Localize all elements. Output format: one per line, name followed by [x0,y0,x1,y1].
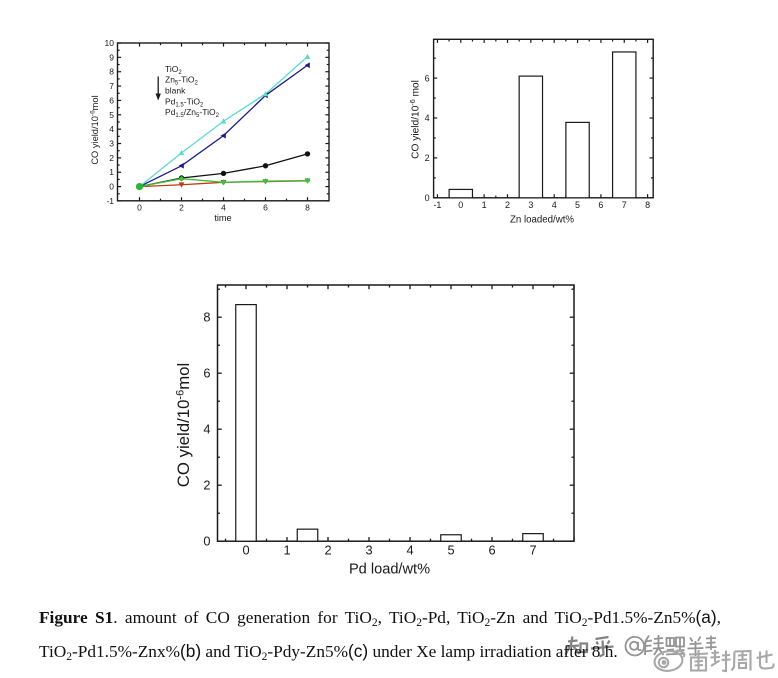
svg-text:Zn5-TiO2: Zn5-TiO2 [165,75,198,87]
svg-text:2: 2 [179,202,184,212]
svg-text:0: 0 [203,533,210,548]
svg-text:6: 6 [425,73,430,83]
svg-text:8: 8 [645,200,650,210]
svg-text:2: 2 [109,153,114,163]
svg-text:CO yield/10-6mol: CO yield/10-6mol [90,95,101,164]
svg-text:-1: -1 [106,196,114,206]
svg-text:Zn loaded/wt%: Zn loaded/wt% [510,215,574,226]
svg-text:4: 4 [406,543,413,558]
svg-text:0: 0 [109,182,114,192]
svg-text:time: time [214,213,231,223]
svg-text:7: 7 [529,543,536,558]
svg-text:2: 2 [203,477,210,492]
svg-text:8: 8 [305,202,310,212]
svg-text:2: 2 [324,543,331,558]
svg-text:0: 0 [242,543,249,558]
svg-text:-1: -1 [433,200,441,210]
svg-text:5: 5 [109,110,114,120]
svg-text:5: 5 [447,543,454,558]
svg-text:5: 5 [575,200,580,210]
svg-text:1: 1 [283,543,290,558]
svg-text:3: 3 [528,200,533,210]
svg-text:2: 2 [425,153,430,163]
svg-text:2: 2 [505,200,510,210]
svg-text:0: 0 [137,202,142,212]
svg-text:7: 7 [109,81,114,91]
svg-text:10: 10 [105,38,115,48]
svg-text:1: 1 [109,167,114,177]
svg-text:9: 9 [109,52,114,62]
svg-text:CO yield/10-6 mol: CO yield/10-6 mol [410,80,422,159]
svg-text:Pd load/wt%: Pd load/wt% [349,562,430,578]
svg-text:4: 4 [425,113,430,123]
svg-text:6: 6 [203,365,210,380]
svg-text:4: 4 [203,421,210,436]
svg-text:4: 4 [552,200,557,210]
svg-text:1: 1 [482,200,487,210]
svg-text:CO yield/10-6mol: CO yield/10-6mol [174,363,193,488]
svg-text:7: 7 [622,200,627,210]
svg-text:4: 4 [221,202,226,212]
svg-text:Pd1.5-TiO2: Pd1.5-TiO2 [165,96,204,108]
svg-text:TiO2: TiO2 [165,64,182,76]
svg-text:0: 0 [425,193,430,203]
svg-text:8: 8 [109,67,114,77]
svg-text:3: 3 [365,543,372,558]
svg-text:6: 6 [488,543,495,558]
svg-text:6: 6 [109,95,114,105]
svg-text:6: 6 [598,200,603,210]
svg-text:6: 6 [263,202,268,212]
svg-text:blank: blank [165,86,186,96]
svg-text:8: 8 [203,309,210,324]
svg-text:3: 3 [109,139,114,149]
svg-text:4: 4 [109,124,114,134]
svg-text:0: 0 [458,200,463,210]
